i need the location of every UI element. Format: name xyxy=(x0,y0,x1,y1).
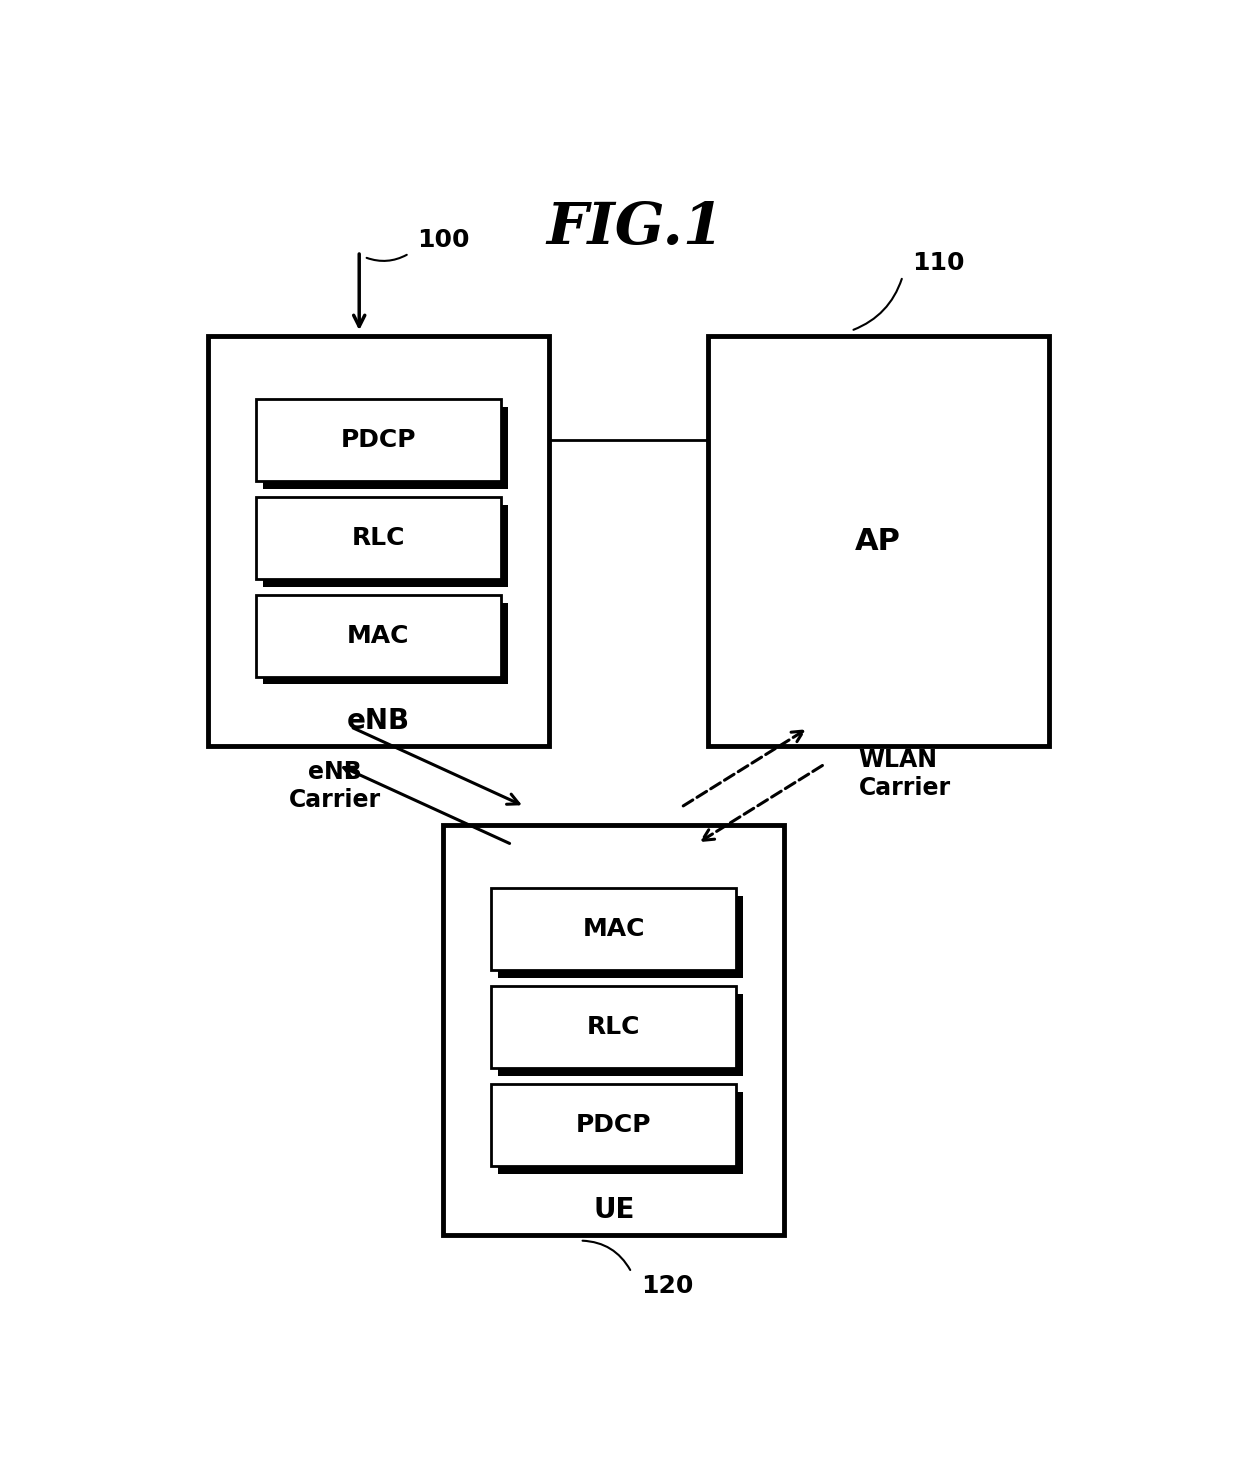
Text: UE: UE xyxy=(593,1196,635,1224)
Bar xyxy=(263,603,507,684)
Bar xyxy=(444,826,785,1235)
Text: eNB: eNB xyxy=(347,707,410,736)
Text: 120: 120 xyxy=(641,1275,693,1298)
Text: RLC: RLC xyxy=(587,1015,641,1038)
Bar xyxy=(498,1092,743,1174)
Text: AP: AP xyxy=(856,527,901,555)
Bar xyxy=(491,888,737,970)
Text: PDCP: PDCP xyxy=(341,428,417,452)
Bar xyxy=(263,505,507,586)
Text: WLAN
Carrier: WLAN Carrier xyxy=(858,749,951,801)
Bar xyxy=(491,1084,737,1165)
Text: eNB
Carrier: eNB Carrier xyxy=(289,759,381,811)
Text: MAC: MAC xyxy=(347,623,409,647)
Bar xyxy=(263,408,507,489)
Bar xyxy=(498,994,743,1075)
Bar xyxy=(255,595,501,676)
Text: RLC: RLC xyxy=(352,526,405,549)
Bar xyxy=(498,897,743,978)
Bar xyxy=(255,496,501,579)
Text: FIG.1: FIG.1 xyxy=(547,201,724,257)
Text: MAC: MAC xyxy=(583,917,645,941)
Text: 100: 100 xyxy=(417,227,470,251)
Bar xyxy=(708,337,1049,746)
Bar xyxy=(491,985,737,1068)
Bar xyxy=(208,337,549,746)
Bar xyxy=(255,399,501,482)
Text: 110: 110 xyxy=(913,251,965,275)
Text: PDCP: PDCP xyxy=(577,1112,652,1137)
